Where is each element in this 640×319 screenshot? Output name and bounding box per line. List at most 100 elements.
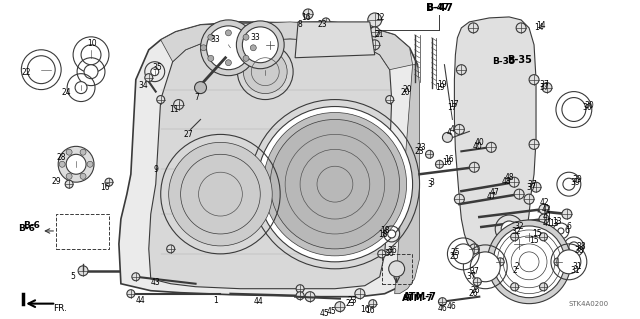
Circle shape: [454, 194, 465, 204]
Text: 45: 45: [320, 309, 330, 318]
Circle shape: [469, 244, 479, 254]
Text: B-35: B-35: [493, 57, 516, 66]
Text: B-35: B-35: [507, 55, 532, 65]
Text: 23: 23: [347, 296, 356, 305]
Circle shape: [87, 161, 93, 167]
Text: 7: 7: [194, 93, 199, 102]
Circle shape: [132, 273, 140, 281]
Circle shape: [493, 226, 565, 298]
Circle shape: [243, 56, 249, 61]
Text: 5: 5: [70, 272, 76, 281]
Text: 39: 39: [570, 178, 580, 187]
Text: 37: 37: [539, 83, 549, 92]
Text: 9: 9: [154, 165, 158, 174]
Text: 29: 29: [51, 177, 61, 186]
Text: 35: 35: [153, 63, 163, 72]
Text: 2: 2: [513, 266, 518, 275]
Text: 33: 33: [250, 33, 260, 42]
Text: 4: 4: [450, 125, 455, 134]
Circle shape: [304, 24, 312, 32]
Text: 44: 44: [136, 296, 146, 305]
Circle shape: [166, 245, 175, 253]
Circle shape: [263, 113, 406, 256]
Circle shape: [539, 204, 549, 214]
Text: 33: 33: [211, 35, 220, 44]
Circle shape: [509, 177, 519, 187]
Circle shape: [470, 252, 500, 282]
Text: B-6: B-6: [18, 225, 35, 234]
Text: 16: 16: [445, 155, 454, 164]
Circle shape: [487, 220, 571, 304]
Circle shape: [225, 30, 232, 36]
Circle shape: [554, 258, 562, 266]
Circle shape: [66, 154, 86, 174]
Text: B-47: B-47: [426, 3, 453, 13]
Text: 40: 40: [474, 138, 484, 147]
Text: 10: 10: [87, 39, 97, 48]
Circle shape: [157, 96, 164, 104]
Circle shape: [305, 292, 315, 302]
Text: 26: 26: [470, 286, 480, 295]
Circle shape: [540, 233, 547, 241]
Text: 23: 23: [417, 143, 426, 152]
Circle shape: [542, 83, 552, 93]
Text: 47: 47: [490, 188, 499, 197]
Text: 31: 31: [570, 266, 580, 275]
Text: ATM-7: ATM-7: [402, 294, 433, 303]
Text: 13: 13: [552, 217, 562, 226]
Circle shape: [243, 27, 278, 63]
Circle shape: [453, 244, 474, 264]
Circle shape: [66, 173, 72, 179]
Circle shape: [442, 132, 452, 142]
Text: 39: 39: [572, 175, 582, 184]
Text: 37: 37: [526, 183, 536, 192]
Text: 16: 16: [100, 183, 110, 192]
Text: FR.: FR.: [53, 304, 67, 313]
Text: 41: 41: [542, 211, 552, 220]
Circle shape: [59, 161, 65, 167]
Text: 34: 34: [138, 81, 148, 90]
Circle shape: [303, 9, 313, 19]
Text: 8: 8: [298, 20, 303, 29]
Text: 23: 23: [345, 299, 355, 308]
Circle shape: [28, 56, 55, 84]
Circle shape: [511, 283, 518, 291]
Text: 26: 26: [468, 289, 478, 298]
Circle shape: [378, 250, 386, 258]
Text: 42: 42: [539, 197, 549, 207]
Circle shape: [195, 82, 207, 93]
Text: 3: 3: [427, 180, 432, 189]
Text: 15: 15: [529, 236, 539, 245]
Circle shape: [200, 45, 207, 51]
Circle shape: [525, 233, 533, 241]
Text: 12: 12: [375, 13, 385, 22]
Circle shape: [524, 194, 534, 204]
Circle shape: [386, 96, 394, 104]
Circle shape: [127, 290, 135, 298]
Text: 37: 37: [539, 80, 549, 89]
Circle shape: [514, 189, 524, 199]
Text: 22: 22: [22, 68, 31, 77]
Text: B-47: B-47: [426, 4, 449, 12]
Circle shape: [529, 139, 539, 149]
Circle shape: [529, 75, 539, 85]
Text: 4: 4: [447, 128, 452, 137]
Circle shape: [266, 41, 274, 49]
Text: 38: 38: [574, 246, 584, 256]
Circle shape: [519, 252, 539, 272]
Circle shape: [511, 233, 518, 241]
Circle shape: [173, 100, 184, 109]
Circle shape: [80, 149, 86, 155]
Circle shape: [270, 120, 399, 249]
Circle shape: [208, 56, 214, 61]
Text: 25: 25: [449, 252, 460, 261]
Circle shape: [84, 65, 98, 79]
Circle shape: [474, 278, 481, 286]
Text: 13: 13: [549, 219, 559, 228]
Text: 42: 42: [541, 204, 551, 213]
Text: 37: 37: [469, 267, 479, 276]
Circle shape: [557, 250, 581, 274]
Circle shape: [65, 180, 73, 188]
Text: 11: 11: [169, 105, 179, 114]
Circle shape: [236, 21, 284, 69]
